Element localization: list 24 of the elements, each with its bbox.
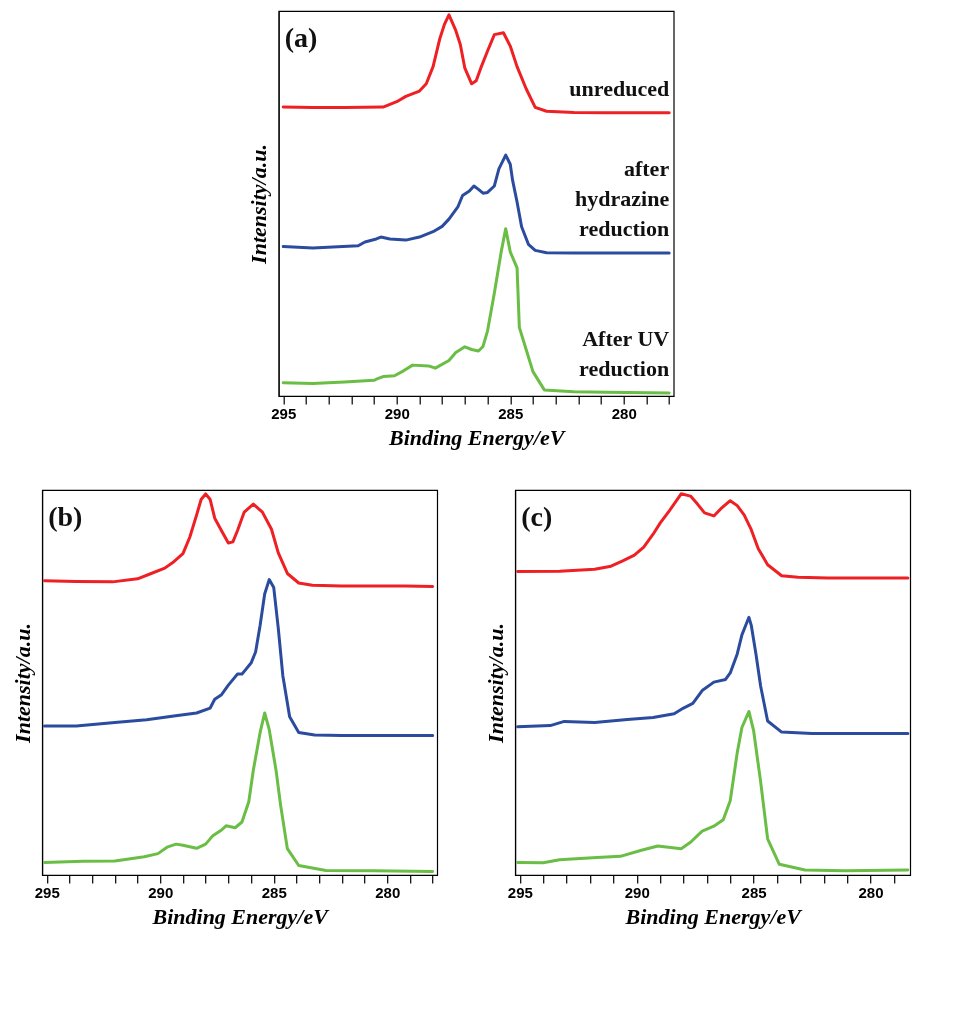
x-tick-label: 280 <box>611 404 637 422</box>
x-tick-label: 295 <box>507 883 533 901</box>
y-axis-title: Intensity/a.u. <box>9 623 35 744</box>
series-label: after hydrazine reduction <box>575 156 670 242</box>
x-tick-label: 295 <box>271 404 297 422</box>
chart-title: (c) <box>521 501 553 532</box>
x-axis-title: Binding Energy/eV <box>624 903 804 929</box>
x-axis-title: Binding Energy/eV <box>151 903 331 929</box>
y-axis-title: Intensity/a.u. <box>246 144 272 265</box>
x-tick-label: 285 <box>741 883 767 901</box>
x-tick-label: 295 <box>34 883 60 901</box>
chart-title: (b) <box>48 501 83 532</box>
x-tick-label: 290 <box>624 883 650 901</box>
chart-title: (a) <box>284 22 318 53</box>
x-tick-label: 285 <box>498 404 524 422</box>
x-axis-title: Binding Energy/eV <box>387 424 567 450</box>
x-tick-label: 285 <box>261 883 287 901</box>
y-axis-title: Intensity/a.u. <box>482 623 508 744</box>
series-label: After UV reduction <box>579 325 670 381</box>
x-tick-label: 290 <box>148 883 174 901</box>
x-tick-label: 280 <box>375 883 401 901</box>
series-label: unreduced <box>569 75 670 101</box>
x-tick-label: 290 <box>384 404 410 422</box>
x-tick-label: 280 <box>858 883 884 901</box>
